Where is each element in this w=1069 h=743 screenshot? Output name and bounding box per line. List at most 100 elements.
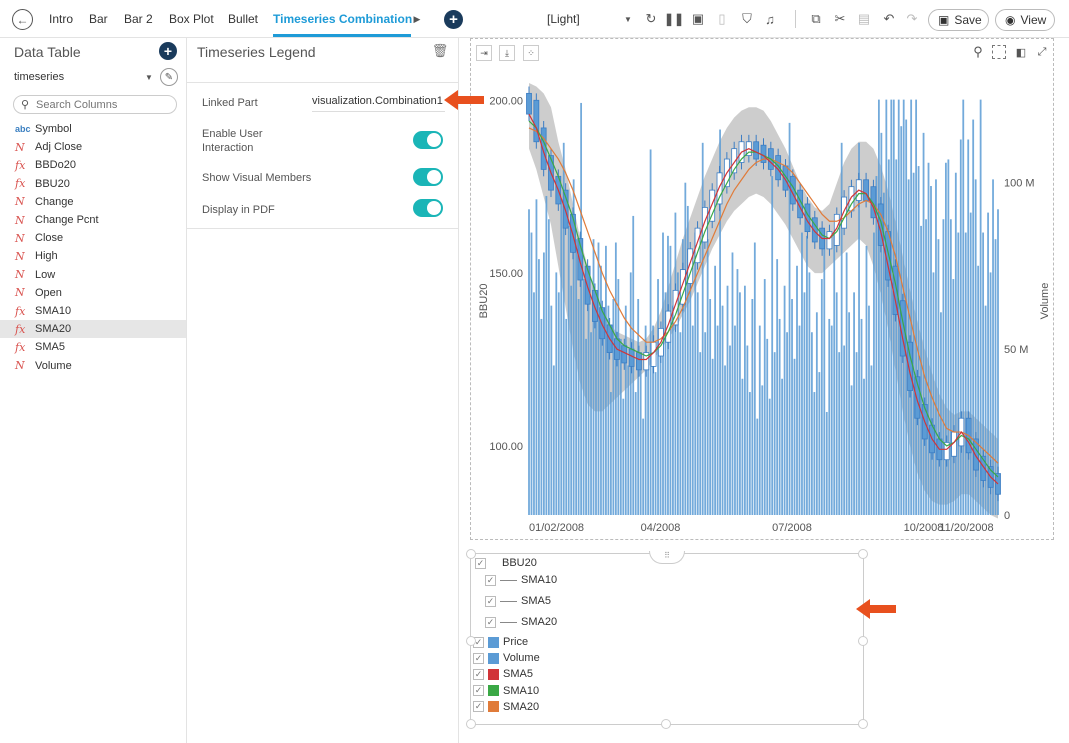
text-type-icon: abc	[15, 124, 31, 134]
checkbox[interactable]: ✓	[475, 557, 486, 569]
volume-bar	[925, 219, 927, 515]
volume-bar	[947, 159, 950, 515]
tab-box-plot[interactable]: Box Plot	[169, 12, 214, 26]
refresh-icon[interactable]: ↻	[645, 11, 657, 26]
y-tick-label: 150.00	[489, 268, 523, 280]
linked-part-field[interactable]: visualization.Combination1	[312, 92, 445, 112]
volume-bar	[699, 352, 702, 515]
volume-bar	[597, 242, 600, 515]
column-item[interactable]: Ν Close	[0, 229, 186, 247]
tab-intro[interactable]: Intro	[49, 12, 74, 26]
checkbox[interactable]: ✓	[485, 574, 496, 586]
volume-bar	[873, 232, 875, 516]
column-item[interactable]: fx BBU20	[0, 175, 186, 193]
pause-icon[interactable]: ❚❚	[663, 12, 685, 26]
data-source-select[interactable]: timeseries	[14, 71, 65, 83]
chevron-down-icon[interactable]: ▼	[624, 14, 632, 24]
undo-icon[interactable]: ↶	[883, 11, 895, 26]
checkbox[interactable]: ✓	[473, 685, 484, 697]
tab-bar-2[interactable]: Bar 2	[124, 12, 153, 26]
chevron-down-icon[interactable]: ▼	[145, 72, 153, 82]
tabs-scroll-right-icon[interactable]: ▶	[413, 13, 421, 24]
legend-group-bbu20[interactable]: ✓ BBU20	[475, 557, 537, 569]
column-item[interactable]: fx SMA5	[0, 338, 186, 356]
column-item[interactable]: Ν Low	[0, 266, 186, 284]
theme-select[interactable]: [Light]	[547, 12, 580, 26]
column-item[interactable]: fx BBDo20	[0, 156, 186, 174]
checkbox[interactable]: ✓	[473, 701, 484, 713]
view-button[interactable]: ◉ View	[995, 9, 1055, 31]
volume-bar	[684, 182, 687, 515]
volume-bar	[835, 292, 838, 515]
add-tab-icon[interactable]: +	[444, 10, 463, 29]
resize-handle[interactable]	[858, 549, 868, 559]
select-area-icon[interactable]	[992, 45, 1006, 59]
checkbox[interactable]: ✓	[473, 652, 484, 664]
column-item[interactable]: fx SMA10	[0, 302, 186, 320]
redo-icon[interactable]: ↷	[906, 11, 918, 26]
column-item[interactable]: Ν Change Pcnt	[0, 211, 186, 229]
timeseries-chart[interactable]: 200.00 150.00 100.00 100 M 50 M 0 01/02/2008 04…	[471, 39, 1053, 539]
column-item[interactable]: Ν Open	[0, 284, 186, 302]
timeseries-legend[interactable]: ⠿ ✓ BBU20 ✓ SMA10 ✓ SMA5 ✓ SMA20 ✓ Price ✓ Volume ✓ S…	[466, 549, 868, 729]
resize-handle[interactable]	[466, 549, 476, 559]
maximize-icon[interactable]: ⤢	[1037, 45, 1047, 58]
checkbox[interactable]: ✓	[485, 595, 496, 607]
resize-handle[interactable]	[466, 719, 476, 729]
resize-handle[interactable]	[661, 719, 671, 729]
expand-right-icon[interactable]: ⇥	[476, 45, 492, 61]
legend-item[interactable]: ✓ Volume	[473, 652, 540, 664]
export-icon[interactable]: ◧	[1015, 46, 1027, 59]
tab-bullet[interactable]: Bullet	[228, 12, 259, 26]
column-item[interactable]: abc Symbol	[0, 120, 186, 138]
copy-icon[interactable]: ⧉	[811, 11, 821, 26]
search-columns-field[interactable]: ⚲	[13, 95, 177, 114]
column-item[interactable]: Ν High	[0, 247, 186, 265]
active-tab-underline	[273, 34, 411, 37]
show-visual-members-toggle[interactable]	[413, 168, 443, 186]
bookmark-icon[interactable]: ⛉	[742, 11, 752, 26]
column-item[interactable]: Ν Change	[0, 193, 186, 211]
scatter-icon[interactable]: ⁘	[523, 45, 539, 61]
volume-bar	[810, 332, 813, 515]
checkbox[interactable]: ✓	[485, 616, 496, 628]
combination-chart-container[interactable]: ⇥ ⤓ ⁘ ⚲ ◧ ⤢ 200.00 150.00 100.00 100 M 50 M 0…	[470, 38, 1054, 540]
legend-item[interactable]: ✓ SMA10	[473, 685, 539, 697]
legend-item[interactable]: ✓ Price	[473, 636, 528, 648]
search-columns-input[interactable]	[36, 97, 172, 112]
checkbox[interactable]: ✓	[473, 668, 484, 680]
legend-line-item[interactable]: ✓ SMA10	[485, 574, 557, 586]
resize-handle[interactable]	[858, 636, 868, 646]
price-candle	[811, 217, 818, 243]
paste-icon[interactable]: ▤	[857, 11, 871, 26]
tab-bar[interactable]: Bar	[89, 12, 108, 26]
column-item[interactable]: Ν Volume	[0, 357, 186, 375]
save-button[interactable]: ▣ Save	[928, 9, 989, 31]
legend-item[interactable]: ✓ SMA5	[473, 668, 533, 680]
column-item[interactable]: fx SMA20	[0, 320, 186, 339]
pdf-icon[interactable]: ▯	[718, 11, 726, 26]
color-swatch	[488, 701, 499, 713]
enable-interaction-toggle[interactable]	[413, 131, 443, 149]
resize-handle[interactable]	[858, 719, 868, 729]
snapshot-icon[interactable]: ▣	[691, 11, 705, 26]
column-item[interactable]: Ν Adj Close	[0, 138, 186, 156]
bell-icon[interactable]: ♫	[765, 11, 775, 27]
trash-icon[interactable]: 🗑	[431, 43, 449, 58]
display-pdf-toggle[interactable]	[413, 199, 443, 217]
back-icon[interactable]: ←	[12, 9, 33, 30]
volume-bar	[538, 259, 540, 515]
color-swatch	[488, 685, 499, 697]
legend-line-item[interactable]: ✓ SMA5	[485, 595, 551, 607]
view-label: View	[1020, 13, 1047, 27]
drag-handle[interactable]: ⠿	[649, 551, 685, 564]
edit-source-icon[interactable]: ✎	[160, 68, 178, 86]
resize-handle[interactable]	[466, 636, 476, 646]
search-icon[interactable]: ⚲	[973, 44, 983, 59]
add-column-icon[interactable]: +	[159, 42, 177, 60]
expand-down-icon[interactable]: ⤓	[499, 45, 515, 61]
cut-icon[interactable]: ✂	[834, 11, 846, 26]
legend-line-item[interactable]: ✓ SMA20	[485, 616, 557, 628]
tab-timeseries-combination[interactable]: Timeseries Combination	[273, 12, 413, 26]
legend-item[interactable]: ✓ SMA20	[473, 701, 539, 713]
